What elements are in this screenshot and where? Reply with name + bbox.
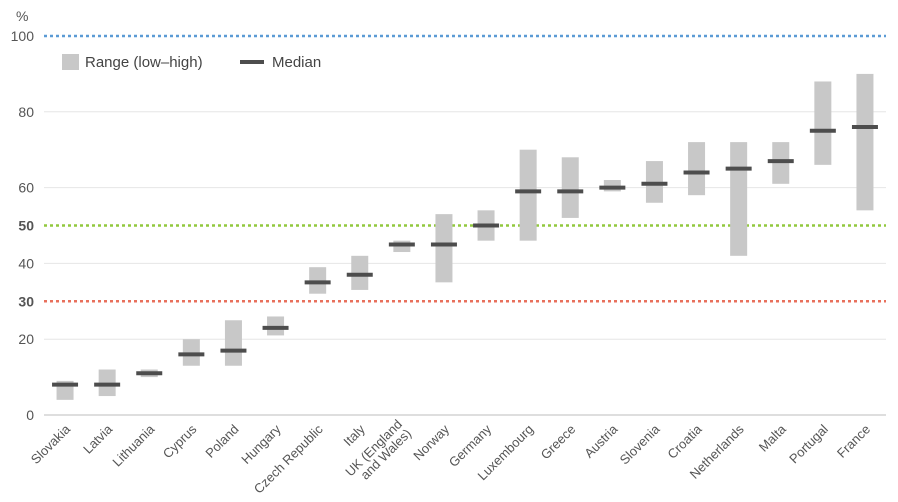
- range-bar: [224, 320, 242, 366]
- legend-median-label: Median: [272, 54, 321, 71]
- legend-range-label: Range (low–high): [85, 54, 203, 71]
- y-tick-label: 30: [18, 293, 34, 309]
- x-tick-label: Italy: [340, 421, 368, 449]
- x-tick-label: Portugal: [786, 421, 831, 466]
- legend-range-swatch: [62, 54, 79, 70]
- x-tick-label: France: [834, 422, 873, 461]
- range-bar: [814, 81, 832, 165]
- x-tick-label: Latvia: [80, 421, 116, 457]
- x-tick-label: Croatia: [664, 421, 705, 462]
- y-tick-label: 20: [18, 331, 34, 347]
- x-tick-label: Norway: [410, 421, 452, 463]
- y-tick-label: 0: [26, 407, 34, 423]
- y-tick-label: 40: [18, 255, 34, 271]
- range-bar: [561, 157, 579, 218]
- x-tick-label: Austria: [581, 421, 621, 461]
- range-bar: [519, 149, 537, 241]
- x-tick-label: Slovakia: [28, 421, 74, 467]
- x-tick-label: Poland: [202, 422, 241, 461]
- legend: Range (low–high) Median: [62, 54, 321, 71]
- range-bar: [730, 142, 748, 256]
- y-tick-label: 100: [11, 28, 35, 44]
- range-bar: [856, 73, 874, 211]
- x-tick-label: Malta: [756, 421, 790, 455]
- y-tick-label: 80: [18, 104, 34, 120]
- x-tick-label: Slovenia: [617, 421, 663, 467]
- gridlines: [44, 111, 886, 416]
- range-bar: [435, 214, 453, 283]
- y-axis-unit-label: %: [16, 8, 28, 24]
- range-bar: [688, 142, 706, 196]
- y-axis: 0 20 30 40 50 60 80 100: [11, 28, 35, 423]
- reference-lines: [44, 34, 886, 303]
- x-tick-label: Lithuania: [109, 421, 157, 469]
- range-bars: [56, 73, 874, 400]
- x-tick-label: Greece: [538, 422, 579, 463]
- y-tick-label: 60: [18, 180, 34, 196]
- median-markers: [52, 124, 878, 387]
- y-tick-label: 50: [18, 218, 34, 234]
- x-tick-label: Cyprus: [160, 421, 200, 461]
